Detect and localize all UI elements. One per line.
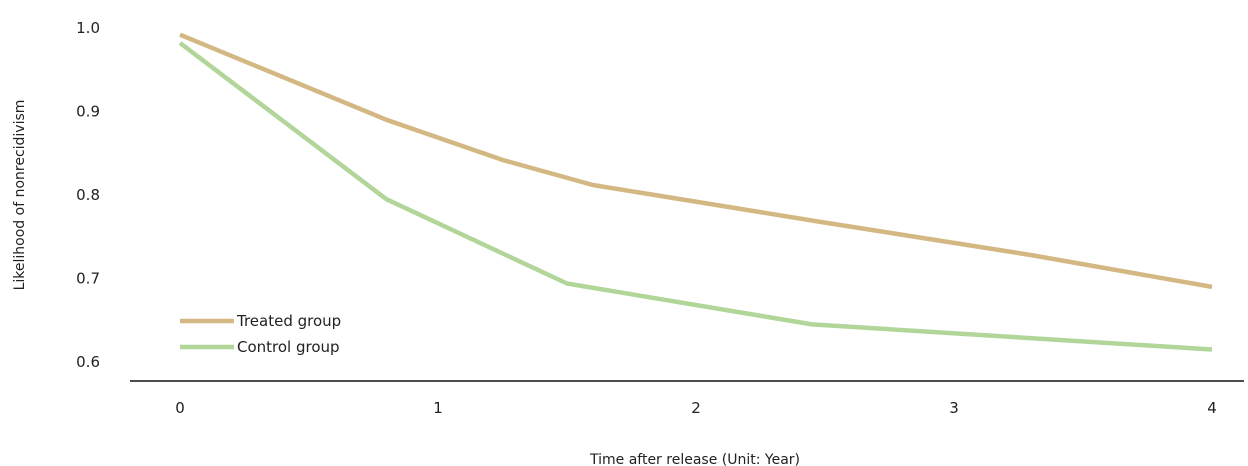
series-lines xyxy=(178,32,1213,352)
x-tick-label: 4 xyxy=(1207,399,1217,417)
legend: Treated group Control group xyxy=(180,312,341,356)
y-tick-label: 0.9 xyxy=(76,103,100,121)
x-axis-ticks: 0 1 2 3 4 xyxy=(175,399,1217,417)
legend-label: Treated group xyxy=(236,312,341,330)
y-axis-ticks: 1.0 0.9 0.8 0.7 0.6 xyxy=(76,19,100,371)
y-tick-label: 1.0 xyxy=(76,19,100,37)
y-tick-label: 0.8 xyxy=(76,186,100,204)
x-tick-label: 3 xyxy=(949,399,959,417)
series-line-control xyxy=(178,41,1213,352)
y-tick-label: 0.7 xyxy=(76,270,100,288)
x-axis-label: Time after release (Unit: Year) xyxy=(589,452,800,466)
y-tick-label: 0.6 xyxy=(76,353,100,371)
x-tick-label: 2 xyxy=(691,399,701,417)
x-tick-label: 0 xyxy=(175,399,185,417)
y-axis-label: Likelihood of nonrecidivism xyxy=(12,100,28,291)
legend-label: Control group xyxy=(237,338,340,356)
series-line-treated xyxy=(179,32,1213,290)
x-tick-label: 1 xyxy=(433,399,443,417)
